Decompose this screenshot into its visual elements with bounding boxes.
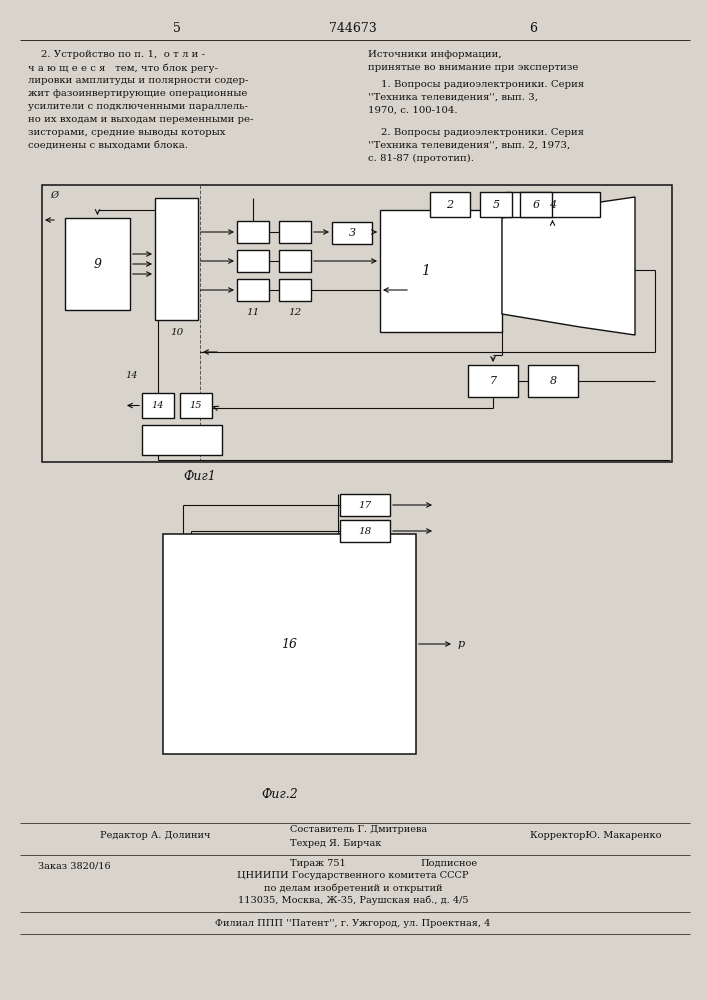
Text: по делам изобретений и открытий: по делам изобретений и открытий <box>264 883 443 893</box>
Text: 2. Вопросы радиоэлектроники. Серия
''Техника телевидения'', вып. 2, 1973,
с. 81-: 2. Вопросы радиоэлектроники. Серия ''Тех… <box>368 128 584 163</box>
Text: 2. Устройство по п. 1,  о т л и -
ч а ю щ е е с я   тем, что блок регу-
лировки : 2. Устройство по п. 1, о т л и - ч а ю щ… <box>28 50 254 150</box>
Text: Фиг.2: Фиг.2 <box>262 788 298 802</box>
Text: Подписное: Подписное <box>420 858 477 867</box>
Bar <box>332 222 372 244</box>
Bar <box>42 185 672 462</box>
Bar <box>142 393 174 418</box>
Bar <box>155 198 198 320</box>
Text: 8: 8 <box>549 376 556 386</box>
Text: Техред Я. Бирчак: Техред Я. Бирчак <box>290 838 381 848</box>
Bar <box>279 221 311 243</box>
Text: 14: 14 <box>126 371 139 380</box>
Bar <box>468 365 518 397</box>
Text: 11: 11 <box>246 308 259 317</box>
Text: 15: 15 <box>189 401 202 410</box>
Text: 7: 7 <box>489 376 496 386</box>
Text: 1. Вопросы радиоэлектроники. Серия
''Техника телевидения'', вып. 3,
1970, с. 100: 1. Вопросы радиоэлектроники. Серия ''Тех… <box>368 80 584 115</box>
Bar <box>480 192 512 217</box>
Bar <box>520 192 552 217</box>
Bar <box>180 393 212 418</box>
Text: Редактор А. Долинич: Редактор А. Долинич <box>100 832 211 840</box>
Text: 18: 18 <box>358 526 372 536</box>
Bar <box>340 494 390 516</box>
Text: КорректорЮ. Макаренко: КорректорЮ. Макаренко <box>530 832 662 840</box>
Text: 14: 14 <box>152 401 164 410</box>
Text: Фиг1: Фиг1 <box>184 471 216 484</box>
Text: 2: 2 <box>446 200 454 210</box>
Text: 113035, Москва, Ж-35, Раушская наб., д. 4/5: 113035, Москва, Ж-35, Раушская наб., д. … <box>238 895 468 905</box>
Text: 17: 17 <box>358 500 372 510</box>
Bar <box>528 365 578 397</box>
Bar <box>279 279 311 301</box>
Text: Филиал ППП ''Патент'', г. Ужгород, ул. Проектная, 4: Филиал ППП ''Патент'', г. Ужгород, ул. П… <box>216 918 491 928</box>
Bar <box>142 425 222 455</box>
Text: принятые во внимание при экспертизе: принятые во внимание при экспертизе <box>368 63 578 72</box>
Bar <box>237 221 269 243</box>
Bar <box>380 210 502 332</box>
Text: Тираж 751: Тираж 751 <box>290 858 346 867</box>
Text: 5: 5 <box>493 200 500 210</box>
Text: Ø: Ø <box>50 190 58 200</box>
Bar <box>65 218 130 310</box>
Text: 16: 16 <box>281 638 298 650</box>
Text: 3: 3 <box>349 228 356 238</box>
Text: p: p <box>458 639 465 649</box>
Text: 6: 6 <box>532 200 539 210</box>
Bar <box>237 250 269 272</box>
Bar <box>163 534 416 754</box>
Text: ЦНИИПИ Государственного комитета СССР: ЦНИИПИ Государственного комитета СССР <box>238 871 469 880</box>
Polygon shape <box>502 197 635 335</box>
Text: 1: 1 <box>421 264 429 278</box>
Text: 10: 10 <box>170 328 183 337</box>
Text: 9: 9 <box>93 257 102 270</box>
Bar <box>430 192 470 217</box>
Bar <box>340 520 390 542</box>
Text: Составитель Г. Дмитриева: Составитель Г. Дмитриева <box>290 826 427 834</box>
Bar <box>237 279 269 301</box>
Bar <box>505 192 600 217</box>
Text: 4: 4 <box>549 200 556 210</box>
Text: 6: 6 <box>529 21 537 34</box>
Text: 5: 5 <box>173 21 181 34</box>
Text: Заказ 3820/16: Заказ 3820/16 <box>38 861 110 870</box>
Text: 12: 12 <box>288 308 302 317</box>
Text: 744673: 744673 <box>329 21 377 34</box>
Bar <box>279 250 311 272</box>
Text: Источники информации,: Источники информации, <box>368 50 502 59</box>
